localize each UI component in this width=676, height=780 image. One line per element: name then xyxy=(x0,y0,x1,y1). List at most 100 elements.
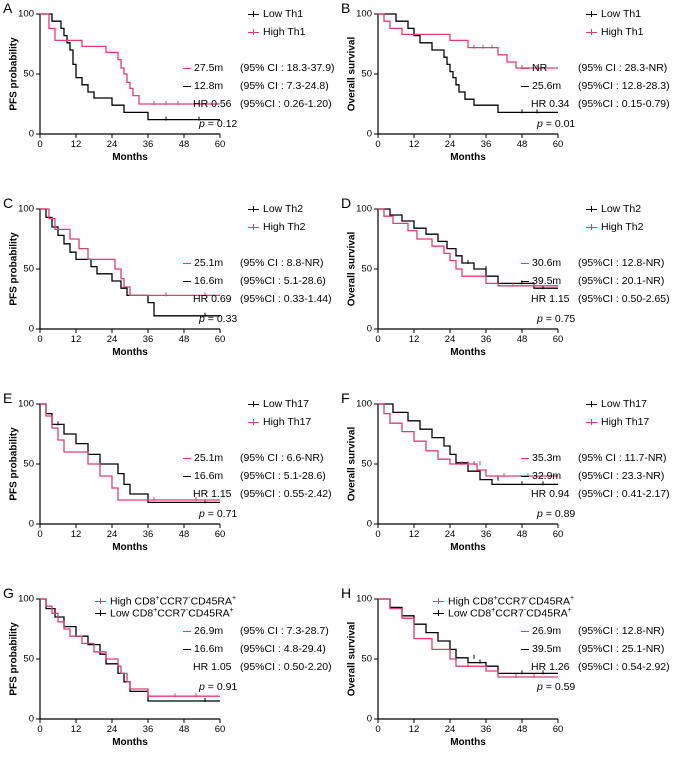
y-tick-label: 100 xyxy=(18,203,34,215)
median-value: 16.6m xyxy=(194,275,224,287)
hr-confidence-interval: (95%CI : 0.50-2.20) xyxy=(240,661,332,673)
legend-entry: Low Th17 xyxy=(586,398,647,410)
p-symbol: p xyxy=(199,681,205,693)
x-tick-label: 36 xyxy=(480,139,492,150)
y-tick-label: 100 xyxy=(18,398,34,410)
y-tick-label: 0 xyxy=(366,518,372,530)
ci-text: (95%CI : 20.1-NR) xyxy=(578,275,665,287)
y-tick-label: 100 xyxy=(356,593,372,605)
p-value-text: = 0.01 xyxy=(545,118,576,130)
panel-letter: F xyxy=(341,390,350,406)
legend-text: Low Th2 xyxy=(263,203,304,215)
km-panel-h: H 0 12 24 36 48 60 0 50 100 Overall survival Months… xyxy=(338,585,676,780)
confidence-interval: (95% CI : 8.8-NR) xyxy=(240,257,323,269)
median-swatch xyxy=(183,67,191,69)
y-axis-label: PFS probability xyxy=(9,622,20,695)
median-swatch xyxy=(183,457,191,459)
legend-text: CD45RA xyxy=(526,607,568,620)
legend-swatch xyxy=(433,610,444,617)
legend-text: CD45RA xyxy=(188,607,230,620)
legend-entry: High Th2 xyxy=(248,221,305,233)
hr-confidence-interval: (95%CI : 0.55-2.42) xyxy=(240,488,332,500)
x-tick-label: 12 xyxy=(70,724,82,735)
legend-entry: Low Th2 xyxy=(586,203,641,215)
legend-text: High Th2 xyxy=(601,221,644,233)
hr-confidence-interval: (95%CI : 0.41-2.17) xyxy=(578,488,670,500)
y-axis-label: Overall survival xyxy=(347,37,358,112)
hazard-ratio: HR 0.34 xyxy=(531,98,570,110)
y-axis-label-text: PFS probability xyxy=(8,427,20,501)
panel-letter-text: B xyxy=(341,0,351,16)
km-panel-b: B 0 12 24 36 48 60 0 50 100 Overall survival Months… xyxy=(338,0,676,195)
y-tick-label: 0 xyxy=(28,128,34,140)
x-tick-label: 24 xyxy=(106,724,118,735)
p-value: p = 0.01 xyxy=(537,118,575,130)
legend-text: High Th1 xyxy=(601,26,644,38)
median-swatch xyxy=(521,85,529,87)
x-tick-label: 36 xyxy=(480,529,492,540)
median-swatch xyxy=(521,630,529,632)
median-value: 27.5m xyxy=(194,62,224,74)
survival-curve-high xyxy=(378,208,558,287)
survival-curve-high xyxy=(40,598,220,697)
y-tick-label: 0 xyxy=(28,713,34,725)
x-tick-label: 36 xyxy=(480,724,492,735)
ci-text: (95%CI : 4.8-29.4) xyxy=(240,643,326,655)
km-panel-c: C 0 12 24 36 48 60 0 50 100 PFS probability Months L… xyxy=(0,195,338,390)
confidence-interval: (95%CI : 5.1-28.6) xyxy=(240,275,326,287)
y-tick-label: 100 xyxy=(356,203,372,215)
legend-entry: Low CD8+CCR7-CD45RA+ xyxy=(95,607,234,620)
median-label: 39.5m xyxy=(521,643,561,655)
median-swatch xyxy=(521,280,529,282)
x-tick-label: 0 xyxy=(375,139,381,150)
x-tick-label: 48 xyxy=(178,724,190,735)
median-value: 16.6m xyxy=(194,470,224,482)
x-tick-label: 12 xyxy=(408,139,420,150)
x-tick-label: 0 xyxy=(375,724,381,735)
x-axis-label-text: Months xyxy=(450,737,486,748)
survival-curve-high xyxy=(378,598,558,678)
x-tick-label: 24 xyxy=(106,139,118,150)
legend-text: High CD8 xyxy=(448,595,494,608)
ci-text: (95% CI : 7.3-28.7) xyxy=(240,625,329,637)
x-axis-label-text: Months xyxy=(112,347,148,358)
y-tick-label: 50 xyxy=(361,68,372,80)
hazard-ratio: HR 1.15 xyxy=(193,488,232,500)
y-tick-label: 50 xyxy=(23,458,34,470)
x-tick-label: 36 xyxy=(142,334,154,345)
superscript: + xyxy=(567,607,572,614)
survival-curve-low xyxy=(40,13,220,121)
y-axis-label: Overall survival xyxy=(347,622,358,697)
legend-entry: High CD8+CCR7-CD45RA+ xyxy=(433,595,574,608)
y-axis-label: Overall survival xyxy=(347,232,358,307)
legend-swatch xyxy=(433,598,444,605)
km-plot-svg xyxy=(374,598,559,723)
superscript: + xyxy=(229,607,234,614)
median-label: 26.9m xyxy=(183,625,223,637)
panel-letter-text: C xyxy=(3,195,14,211)
legend-text: High Th17 xyxy=(263,416,312,428)
legend-swatch xyxy=(95,610,106,617)
y-tick-label: 50 xyxy=(23,68,34,80)
x-tick-label: 12 xyxy=(408,529,420,540)
median-label: 16.6m xyxy=(183,470,223,482)
median-label: 26.9m xyxy=(521,625,561,637)
y-tick-label: 50 xyxy=(361,263,372,275)
median-swatch xyxy=(521,475,529,477)
legend-text: CCR7 xyxy=(157,607,186,620)
median-label: NR xyxy=(521,62,547,74)
km-panel-e: E 0 12 24 36 48 60 0 50 100 PFS probability Months L… xyxy=(0,390,338,585)
median-label: 39.5m xyxy=(521,275,561,287)
x-tick-label: 0 xyxy=(37,529,43,540)
p-symbol: p xyxy=(199,508,205,520)
ci-text: (95%CI : 12.8-NR) xyxy=(578,625,665,637)
x-tick-label: 12 xyxy=(408,724,420,735)
x-tick-label: 12 xyxy=(70,334,82,345)
median-value: 12.8m xyxy=(194,80,224,92)
panel-letter-text: H xyxy=(341,585,352,601)
km-panel-a: A 0 12 24 36 48 60 0 50 100 PFS probability Months L… xyxy=(0,0,338,195)
x-tick-label: 0 xyxy=(37,334,43,345)
ci-text: (95% CI : 11.7-NR) xyxy=(578,452,667,464)
median-label: 32.9m xyxy=(521,470,561,482)
legend-entry: Low Th1 xyxy=(248,8,303,20)
